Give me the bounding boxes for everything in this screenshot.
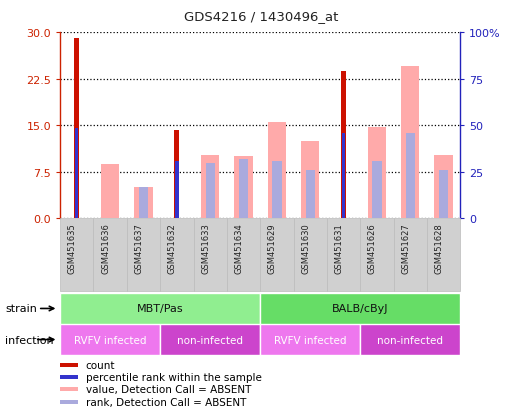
- Bar: [239, 160, 248, 219]
- Bar: [394, 219, 427, 291]
- Bar: [435, 156, 453, 219]
- Bar: [260, 219, 293, 291]
- Text: GSM451627: GSM451627: [401, 223, 410, 273]
- Text: GSM451635: GSM451635: [68, 223, 77, 273]
- Text: GSM451628: GSM451628: [435, 223, 444, 273]
- Bar: [134, 188, 153, 219]
- Bar: [60, 219, 94, 291]
- Text: non-infected: non-infected: [177, 335, 243, 345]
- Text: infection: infection: [5, 335, 54, 345]
- Bar: [427, 219, 460, 291]
- Bar: [60, 293, 260, 324]
- Bar: [75, 129, 78, 219]
- Text: GSM451636: GSM451636: [101, 223, 110, 273]
- Bar: [60, 324, 160, 355]
- Bar: [74, 39, 79, 219]
- Text: GSM451632: GSM451632: [168, 223, 177, 273]
- Bar: [342, 133, 345, 219]
- Bar: [327, 219, 360, 291]
- Text: RVFV infected: RVFV infected: [74, 335, 146, 345]
- Text: GSM451637: GSM451637: [134, 223, 143, 273]
- Bar: [194, 219, 227, 291]
- Bar: [372, 162, 382, 219]
- Bar: [175, 162, 178, 219]
- Text: value, Detection Call = ABSENT: value, Detection Call = ABSENT: [86, 385, 251, 394]
- Bar: [60, 400, 78, 404]
- Text: non-infected: non-infected: [377, 335, 443, 345]
- Bar: [160, 219, 194, 291]
- Bar: [260, 293, 460, 324]
- Text: rank, Detection Call = ABSENT: rank, Detection Call = ABSENT: [86, 397, 246, 407]
- Bar: [60, 387, 78, 392]
- Text: GSM451630: GSM451630: [301, 223, 310, 273]
- Bar: [405, 133, 415, 219]
- Bar: [206, 163, 215, 219]
- Text: GSM451633: GSM451633: [201, 223, 210, 273]
- Bar: [227, 219, 260, 291]
- Bar: [439, 171, 448, 219]
- Bar: [293, 219, 327, 291]
- Text: percentile rank within the sample: percentile rank within the sample: [86, 373, 262, 382]
- Bar: [60, 375, 78, 380]
- Bar: [360, 324, 460, 355]
- Text: count: count: [86, 361, 115, 370]
- Bar: [60, 363, 78, 368]
- Bar: [368, 128, 386, 219]
- Bar: [301, 142, 320, 219]
- Text: GSM451629: GSM451629: [268, 223, 277, 273]
- Bar: [272, 162, 281, 219]
- Bar: [139, 188, 148, 219]
- Text: MBT/Pas: MBT/Pas: [137, 304, 184, 314]
- Text: GDS4216 / 1430496_at: GDS4216 / 1430496_at: [184, 10, 339, 23]
- Bar: [234, 157, 253, 219]
- Bar: [160, 324, 260, 355]
- Text: GSM451631: GSM451631: [335, 223, 344, 273]
- Text: GSM451626: GSM451626: [368, 223, 377, 273]
- Bar: [127, 219, 160, 291]
- Text: BALB/cByJ: BALB/cByJ: [332, 304, 389, 314]
- Bar: [341, 71, 346, 219]
- Bar: [360, 219, 393, 291]
- Bar: [101, 164, 119, 219]
- Bar: [401, 67, 419, 219]
- Bar: [260, 324, 360, 355]
- Bar: [268, 123, 286, 219]
- Text: strain: strain: [5, 304, 37, 314]
- Bar: [94, 219, 127, 291]
- Bar: [305, 171, 315, 219]
- Bar: [201, 156, 219, 219]
- Bar: [174, 131, 179, 219]
- Text: RVFV infected: RVFV infected: [274, 335, 346, 345]
- Text: GSM451634: GSM451634: [234, 223, 244, 273]
